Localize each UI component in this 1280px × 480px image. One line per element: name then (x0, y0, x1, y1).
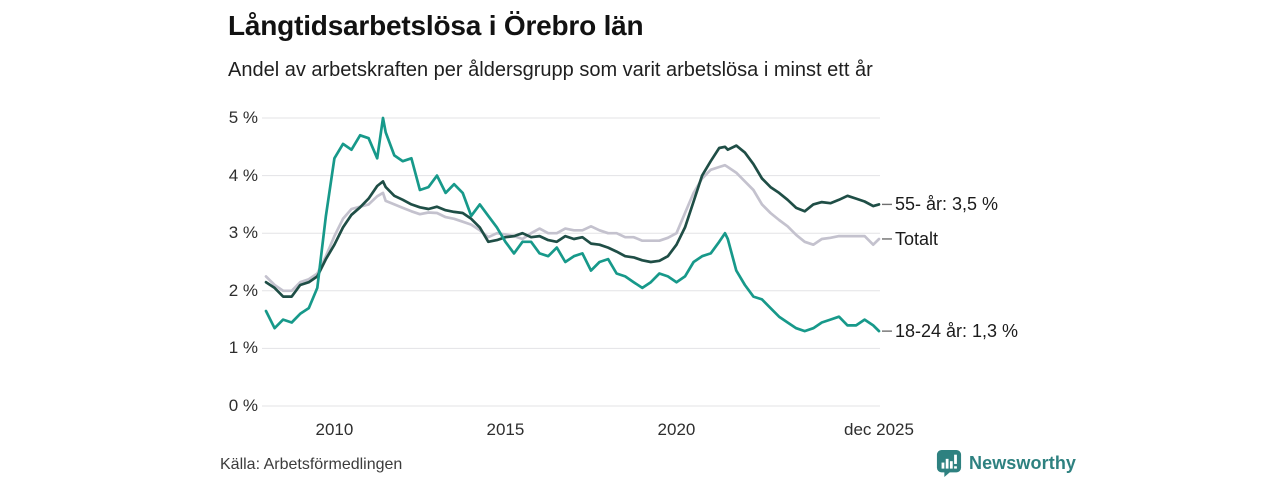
series-line-Totalt (264, 163, 881, 293)
y-axis-tick-label: 3 % (228, 223, 258, 243)
y-axis-tick-label: 4 % (228, 165, 258, 185)
y-axis-tick-label: 1 % (228, 338, 258, 358)
newsworthy-logo: Newsworthy (936, 449, 1076, 478)
chart-title: Långtidsarbetslösa i Örebro län (228, 10, 644, 41)
x-axis-tick-label: 2015 (486, 420, 525, 439)
source-caption: Källa: Arbetsförmedlingen (220, 456, 403, 473)
y-axis-tick-label: 0 % (228, 396, 258, 415)
y-axis-tick-label: 2 % (228, 280, 258, 300)
series-line-18-24 år (264, 116, 881, 333)
series-line-55- år (264, 144, 881, 298)
series-end-label-Totalt: Totalt (894, 228, 938, 249)
y-axis-tick-label: 5 % (228, 108, 258, 127)
x-axis-tick-label: dec 2025 (843, 420, 914, 439)
series-end-label-55- år: 55- år: 3,5 % (894, 194, 999, 215)
chart-subtitle: Andel av arbetskraften per åldersgrupp s… (228, 59, 873, 81)
newsworthy-wordmark: Newsworthy (969, 453, 1077, 473)
x-axis-tick-label: 2010 (315, 420, 354, 439)
x-axis-tick-label: 2020 (657, 420, 696, 439)
bar-chart-speech-bubble-icon (936, 450, 962, 477)
series-end-label-18-24 år: 18-24 år: 1,3 % (894, 321, 1019, 342)
